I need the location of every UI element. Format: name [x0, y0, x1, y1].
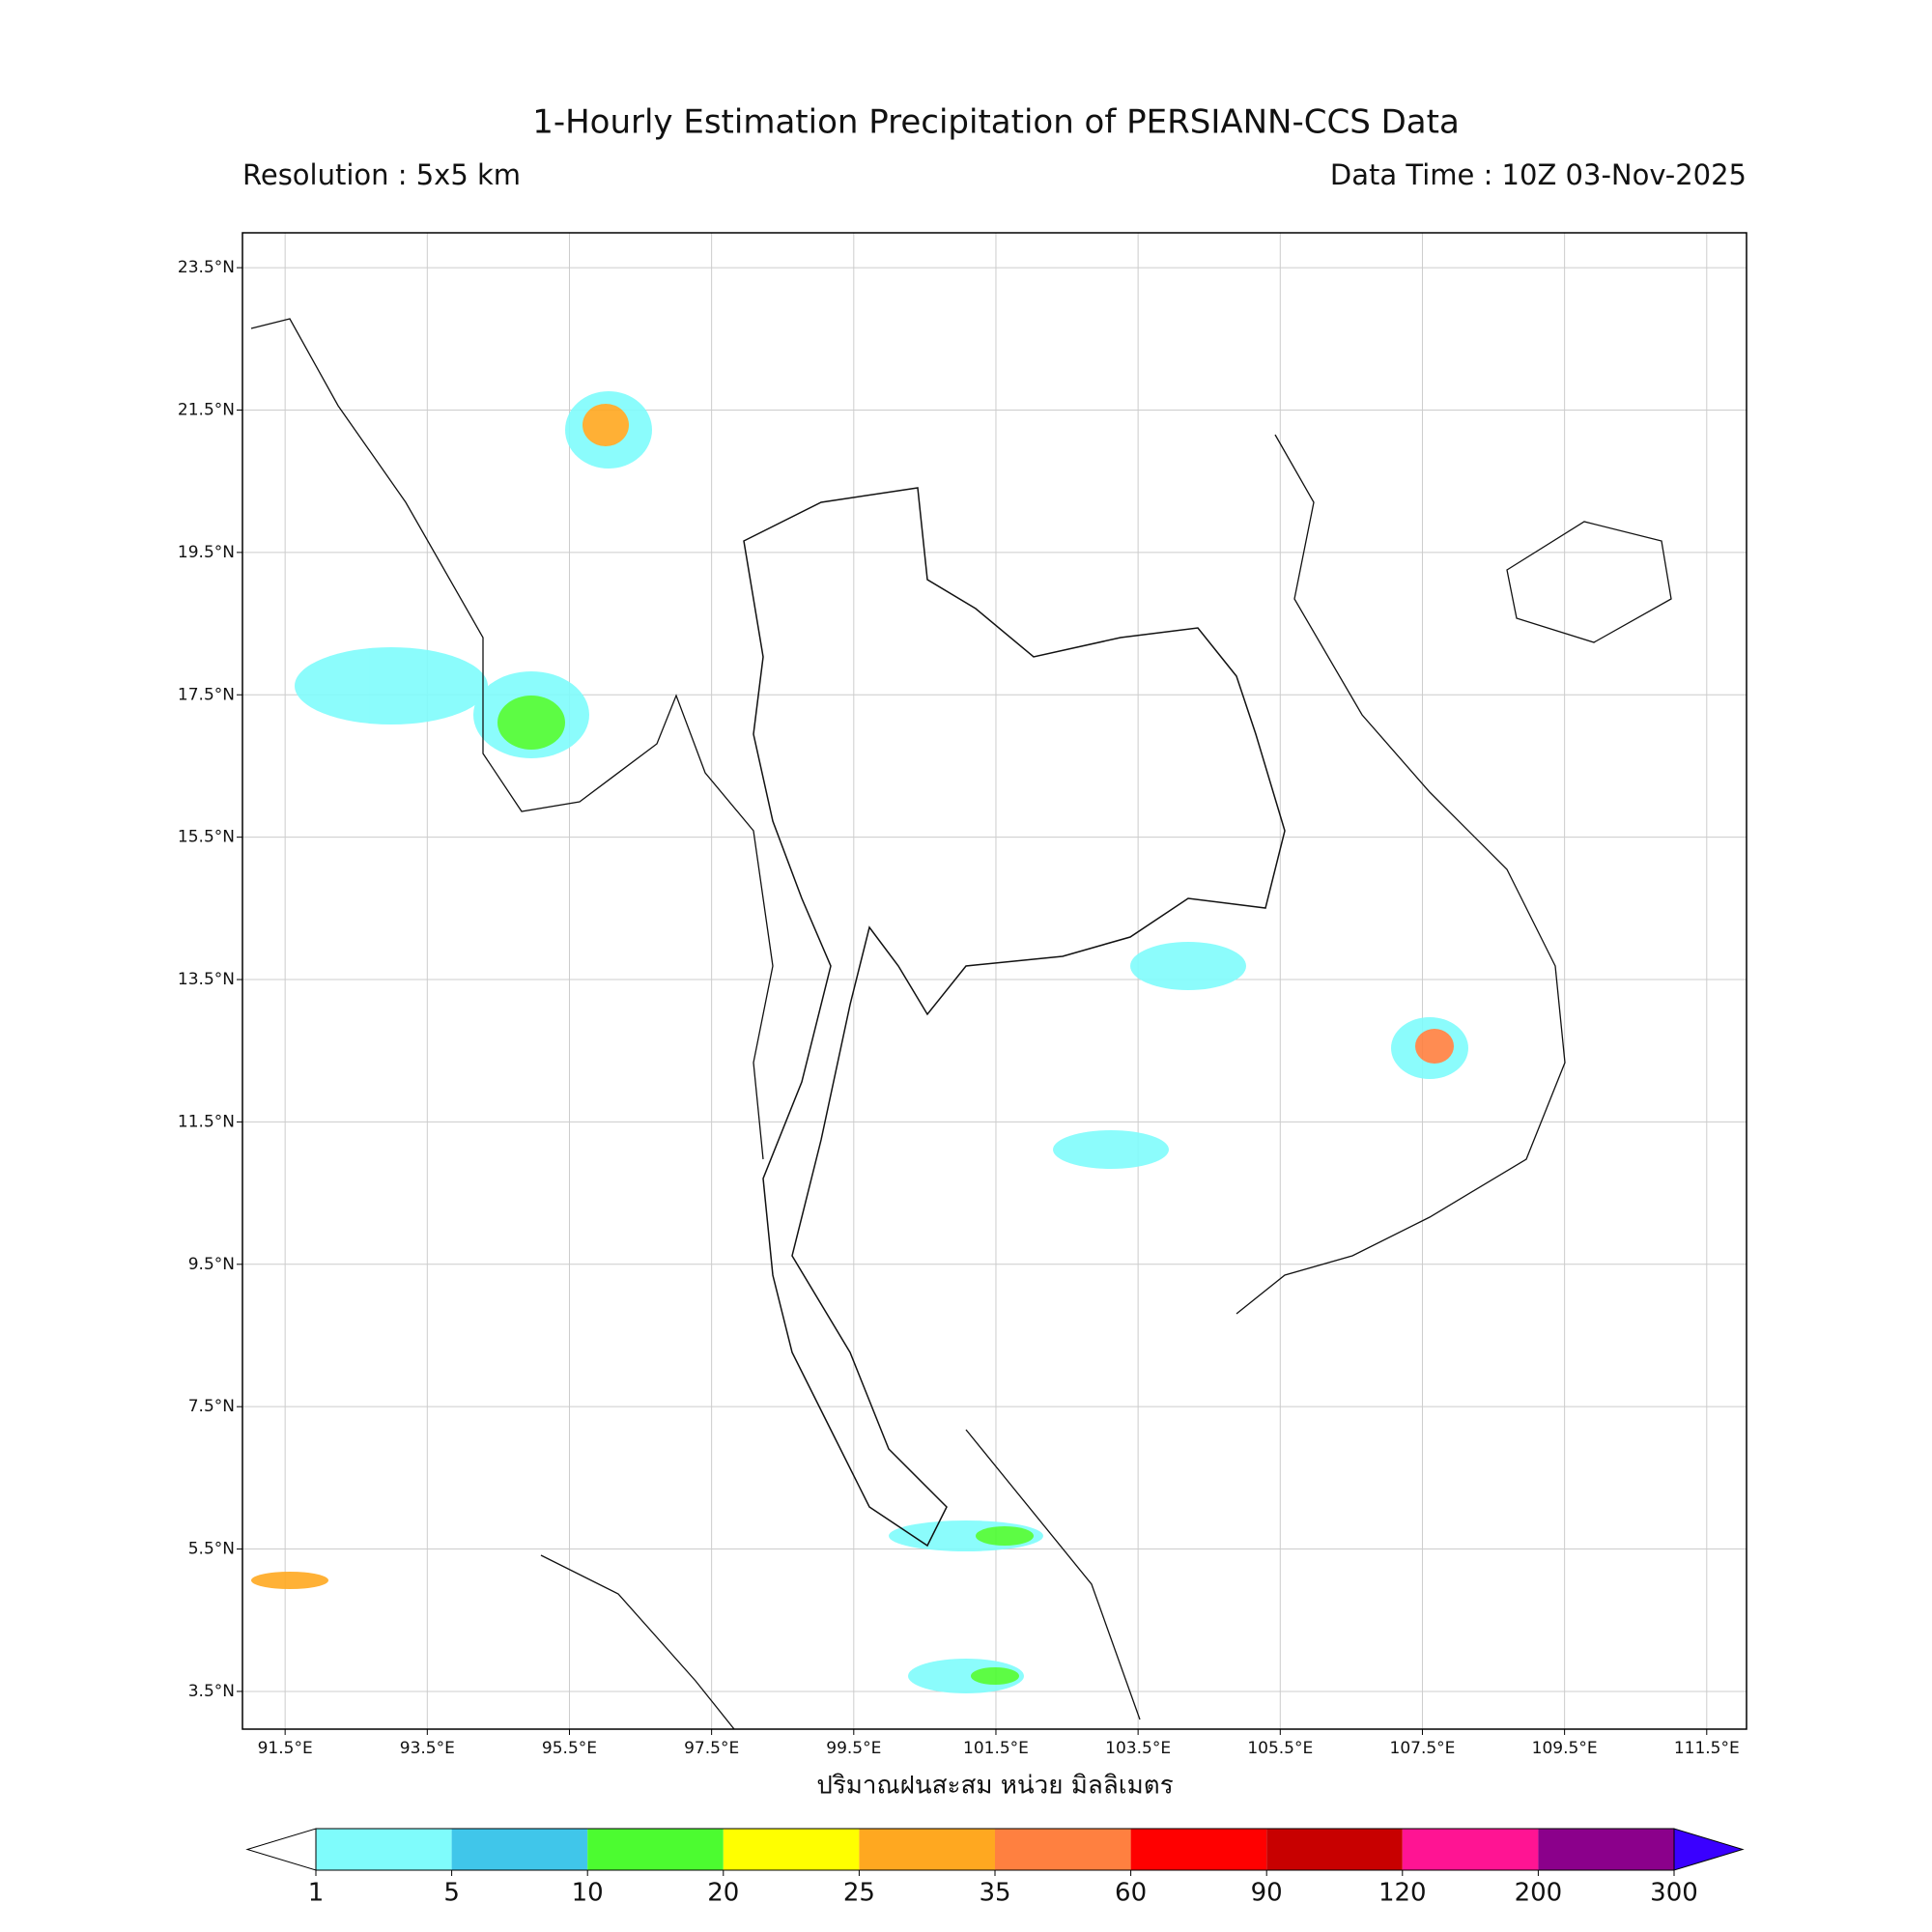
- colorbar-segment: [995, 1829, 1131, 1870]
- lat-tick-label: 17.5°N: [178, 685, 235, 704]
- lon-tick-label: 101.5°E: [963, 1739, 1029, 1758]
- colorbar: 1 5 10 20 25 35 60 90 120 200 300: [245, 1828, 1745, 1908]
- colorbar-tick-label: 35: [979, 1879, 1010, 1908]
- lat-tick-label: 7.5°N: [188, 1397, 235, 1416]
- lat-tick-label: 3.5°N: [188, 1682, 235, 1701]
- colorbar-segment: [1130, 1829, 1267, 1870]
- coastline-south: [540, 1429, 1141, 1730]
- map-frame: [242, 232, 1747, 1730]
- lat-tick-label: 19.5°N: [178, 543, 235, 562]
- colorbar-tick-label: 300: [1650, 1879, 1698, 1908]
- blob: [295, 647, 488, 724]
- resolution: Resolution : 5x5 km: [242, 158, 521, 191]
- colorbar-tick-label: 90: [1251, 1879, 1283, 1908]
- colorbar-segment: [1402, 1829, 1539, 1870]
- ticks: 91.5°E 93.5°E 95.5°E 97.5°E 99.5°E 101.5°E 103…: [178, 258, 1740, 1758]
- lon-tick-label: 105.5°E: [1247, 1739, 1313, 1758]
- colorbar-tick-label: 200: [1515, 1879, 1563, 1908]
- lon-tick-label: 95.5°E: [542, 1739, 597, 1758]
- blob: [976, 1526, 1034, 1546]
- colorbar-segment: [451, 1829, 588, 1870]
- colorbar-tick-label: 120: [1378, 1879, 1427, 1908]
- lon-tick-label: 93.5°E: [400, 1739, 455, 1758]
- lon-tick-label: 103.5°E: [1105, 1739, 1171, 1758]
- coastline-east: [1236, 434, 1566, 1315]
- blob: [582, 404, 629, 446]
- colorbar-segment: [1538, 1829, 1674, 1870]
- coastline-west: [250, 318, 774, 1160]
- colorbar-tick-label: 1: [308, 1879, 325, 1908]
- map: 91.5°E 93.5°E 95.5°E 97.5°E 99.5°E 101.5°E 103…: [178, 232, 1747, 1758]
- colorbar-tick-label: 10: [572, 1879, 604, 1908]
- lon-tick-label: 109.5°E: [1532, 1739, 1598, 1758]
- lon-tick-label: 91.5°E: [258, 1739, 313, 1758]
- lat-tick-label: 21.5°N: [178, 400, 235, 419]
- blob: [1053, 1130, 1169, 1169]
- lon-tick-label: 111.5°E: [1674, 1739, 1740, 1758]
- colorbar-segment: [1266, 1829, 1403, 1870]
- colorbar-tick-label: 20: [707, 1879, 739, 1908]
- colorbar-tick-label: 25: [843, 1879, 875, 1908]
- colorbar-over: [1673, 1828, 1745, 1871]
- lat-tick-label: 23.5°N: [178, 258, 235, 277]
- lat-tick-label: 5.5°N: [188, 1540, 235, 1559]
- title: 1-Hourly Estimation Precipitation of PER…: [532, 103, 1460, 142]
- thailand-outline: [743, 487, 1286, 1548]
- lon-tick-label: 99.5°E: [826, 1739, 881, 1758]
- lat-tick-label: 9.5°N: [188, 1255, 235, 1274]
- colorbar-under: [245, 1828, 317, 1871]
- blob: [1130, 942, 1246, 990]
- colorbar-segment: [859, 1829, 995, 1870]
- lat-tick-label: 13.5°N: [178, 970, 235, 989]
- colorbar-segment: [723, 1829, 860, 1870]
- precipitation-blobs: [251, 391, 1468, 1693]
- lon-tick-label: 97.5°E: [684, 1739, 739, 1758]
- lat-tick-label: 15.5°N: [178, 828, 235, 847]
- lat-tick-label: 11.5°N: [178, 1112, 235, 1131]
- colorbar-segment: [316, 1829, 452, 1870]
- blob: [1415, 1029, 1454, 1064]
- colorbar-label: ปริมาณฝนสะสม หน่วย มิลลิเมตร: [816, 1772, 1173, 1801]
- data-time: Data Time : 10Z 03-Nov-2025: [1330, 158, 1747, 191]
- colorbar-tick-label: 5: [443, 1879, 460, 1908]
- blob: [251, 1572, 328, 1589]
- grid: [242, 233, 1747, 1729]
- lon-tick-label: 107.5°E: [1390, 1739, 1456, 1758]
- colorbar-segment: [587, 1829, 724, 1870]
- map-frame-bg: [242, 233, 1747, 1729]
- hainan: [1506, 521, 1672, 643]
- blob: [497, 696, 565, 750]
- colorbar-tick-label: 60: [1115, 1879, 1147, 1908]
- blob: [971, 1667, 1019, 1685]
